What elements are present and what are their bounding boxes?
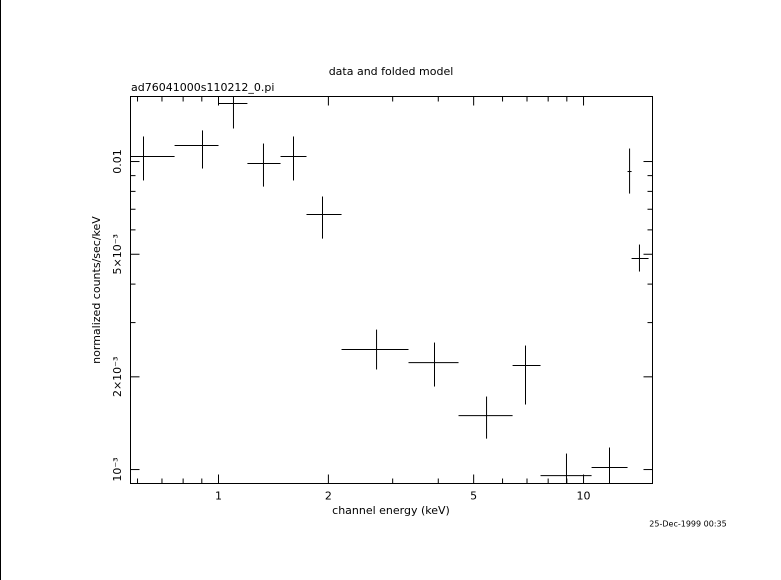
y-tick-label: 0.01 <box>111 149 124 174</box>
timestamp: 25-Dec-1999 00:35 <box>649 520 726 529</box>
plot-frame <box>130 96 653 484</box>
plot-area <box>130 96 649 483</box>
x-axis-label: channel energy (keV) <box>332 504 450 517</box>
x-tick-label: 10 <box>577 490 591 503</box>
x-tick-label: 5 <box>470 490 477 503</box>
y-tick-label: 2×10⁻³ <box>111 357 124 397</box>
chart-subtitle: ad76041000s110212_0.pi <box>131 81 274 94</box>
x-tick-label: 1 <box>215 490 222 503</box>
y-axis-label: normalized counts/sec/keV <box>90 216 103 364</box>
y-tick-label: 5×10⁻³ <box>111 234 124 274</box>
chart-title: data and folded model <box>329 65 454 78</box>
x-tick-label: 2 <box>325 490 332 503</box>
y-tick-label: 10⁻³ <box>111 457 124 481</box>
